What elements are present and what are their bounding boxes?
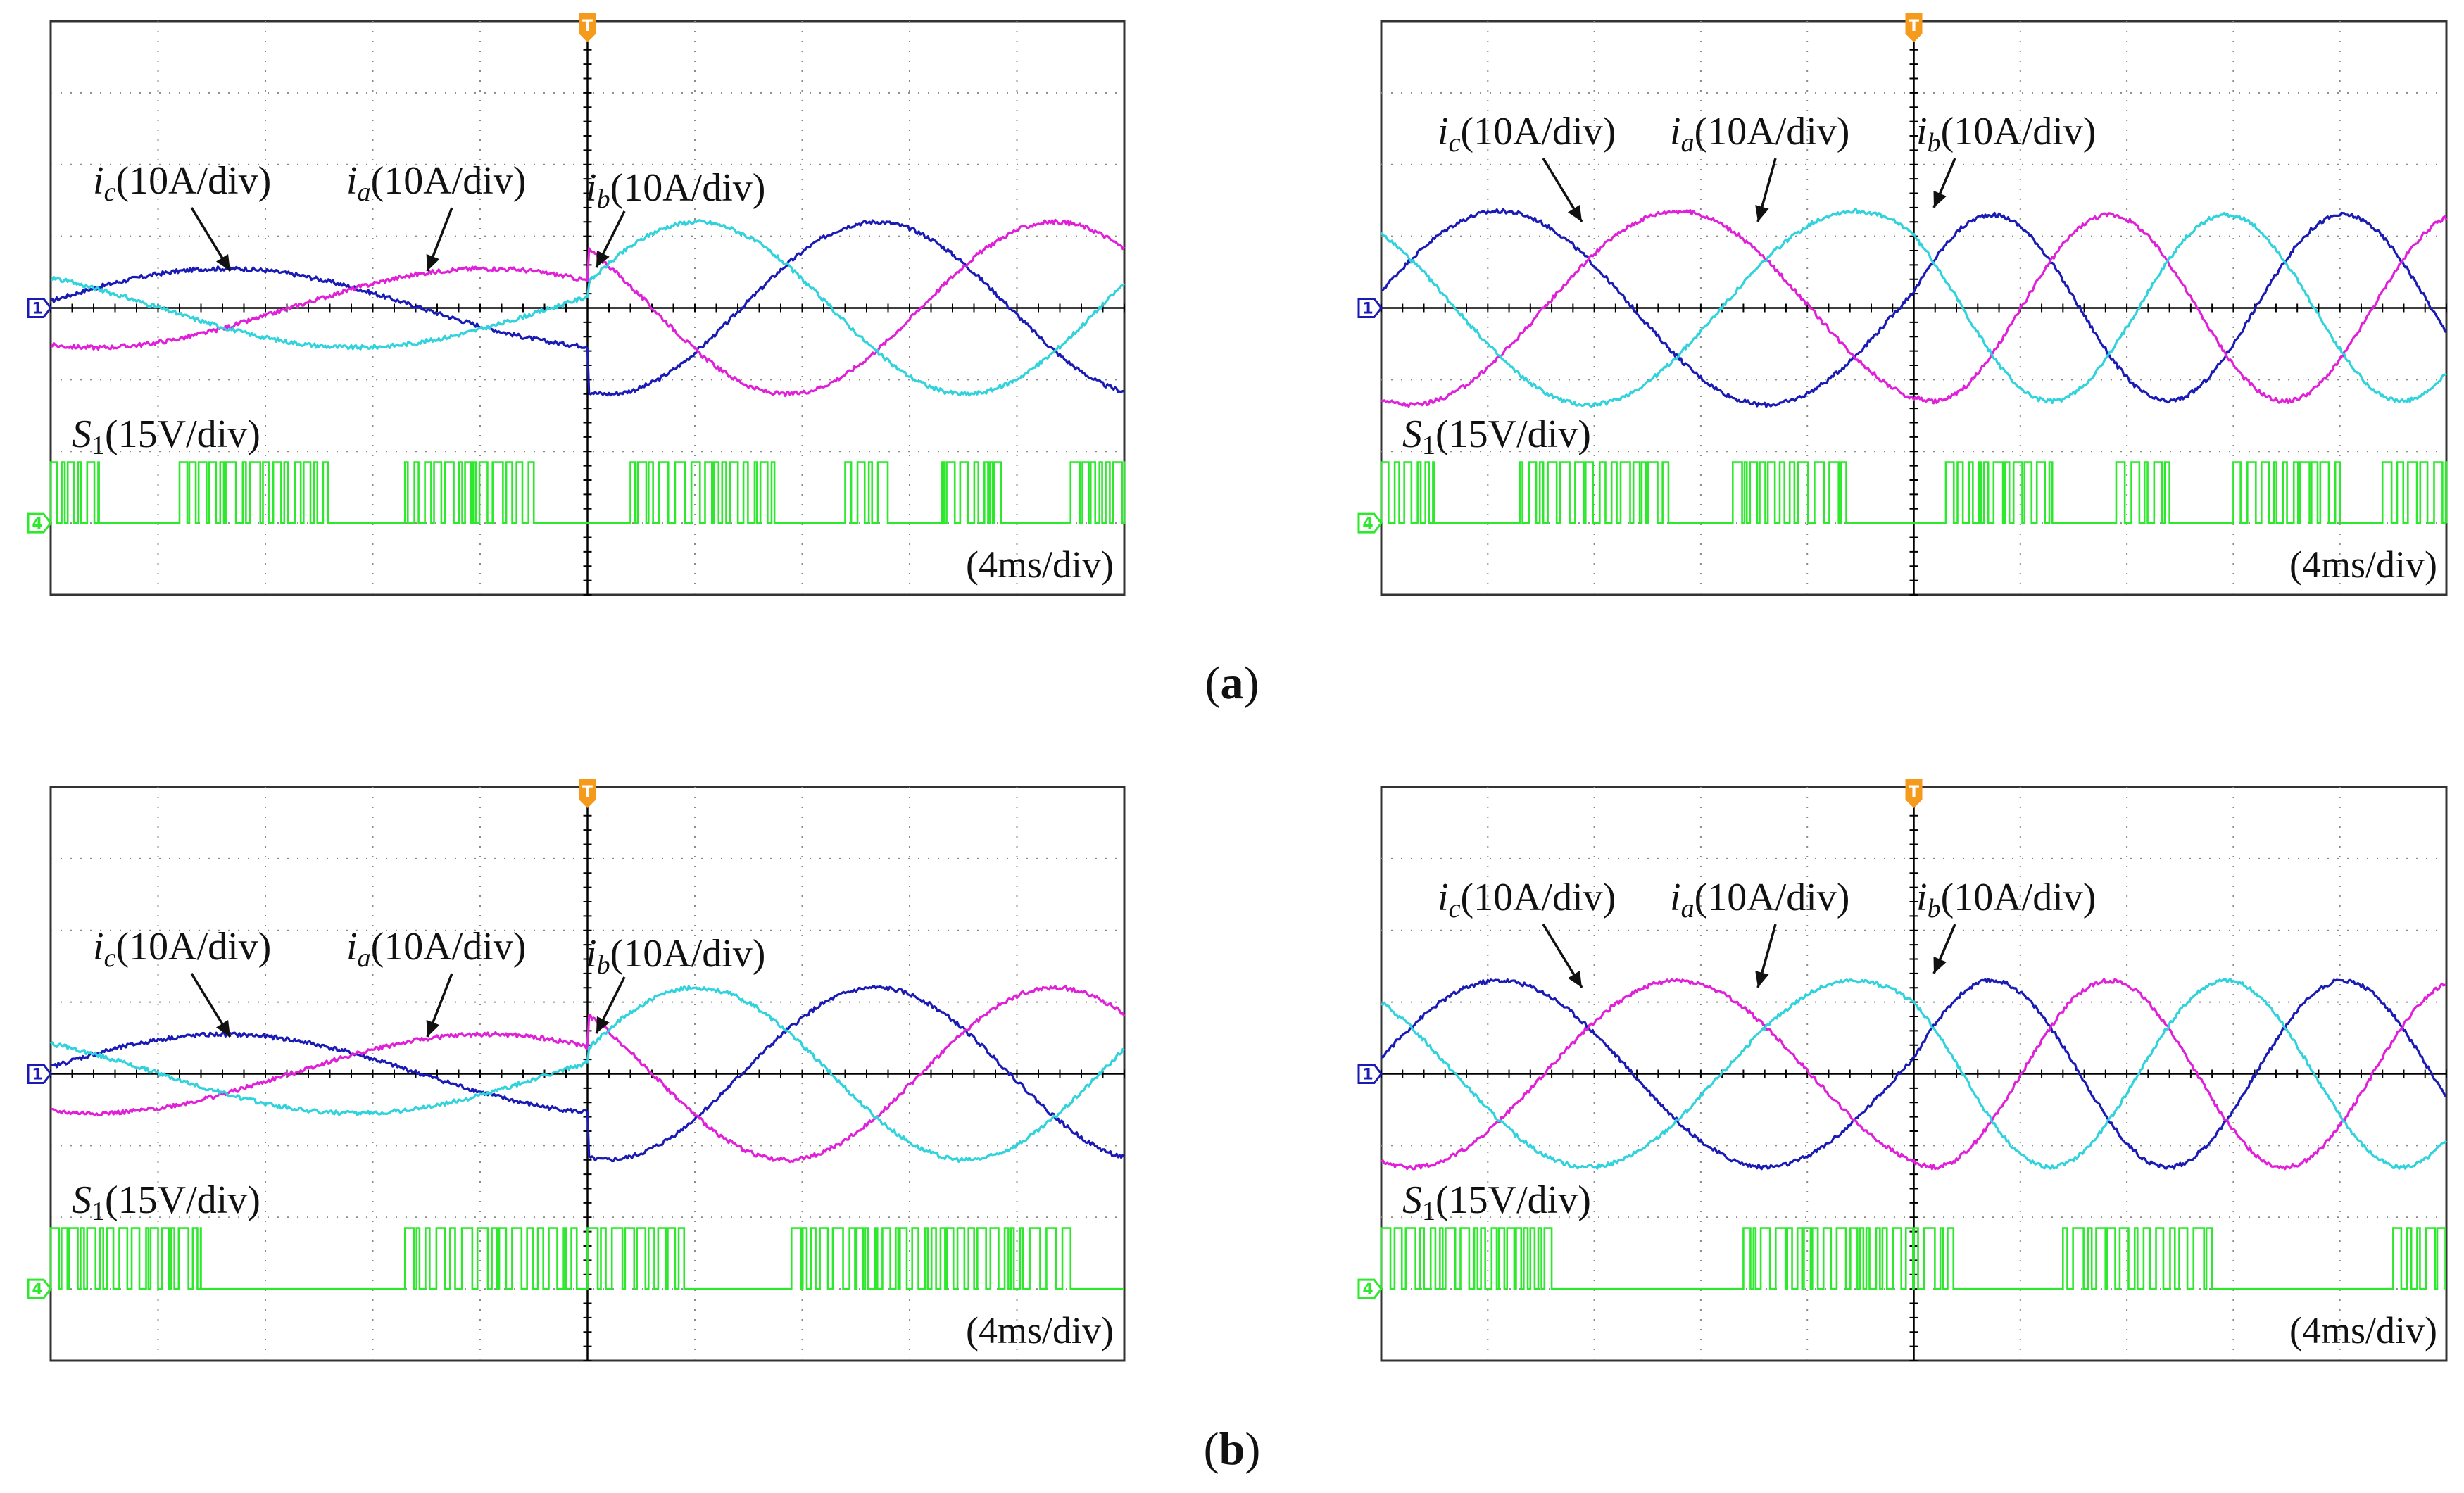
annotation-arrowhead (596, 1016, 610, 1033)
ch1-marker (1357, 1064, 1383, 1084)
waveform-ib (1381, 209, 2448, 408)
ch4-marker-label: 4 (1362, 1281, 1373, 1299)
waveform-ia (1380, 978, 2448, 1171)
ic-label: ic(10A/div) (1438, 876, 1616, 924)
ch4-marker-label: 4 (32, 1281, 42, 1299)
trigger-marker (1905, 13, 1923, 42)
waveform-ic (50, 219, 1126, 397)
scope-panel-a-right: T 1 4 ic(10A/div) ia(10A/div) ib(10A/div) S1(1… (1357, 13, 2448, 596)
annotation-arrowhead (1755, 205, 1769, 222)
ib-label: ib(10A/div) (1916, 876, 2096, 924)
waveform-s1-pwm (1380, 1227, 2446, 1290)
ch4-marker (27, 512, 52, 534)
trigger-marker-label: T (1909, 18, 1919, 35)
waveform-s1-pwm (1380, 461, 2448, 524)
annotation-arrowhead (426, 1019, 440, 1037)
ia-label: ia(10A/div) (1670, 110, 1849, 158)
waveform-s1-pwm (49, 461, 1126, 524)
s1-label: S1(15V/div) (1402, 412, 1591, 460)
annotation-arrowhead (215, 1020, 230, 1037)
panels-layer: T 1 4 ic(10A/div) ia(10A/div) ib(10A/div) S1(1… (27, 13, 2448, 1362)
trigger-marker (1905, 779, 1923, 808)
ic-label: ic(10A/div) (93, 925, 271, 973)
annotation-arrowhead (1755, 971, 1769, 988)
annotation-arrowhead (1567, 205, 1582, 222)
ia-label: ia(10A/div) (346, 925, 526, 973)
ic-label: ic(10A/div) (93, 159, 271, 207)
trigger-marker-label: T (1909, 783, 1919, 801)
ch1-marker-label: 1 (32, 301, 42, 318)
caption-a-letter: a (1221, 657, 1244, 709)
annotation-arrowhead (1933, 190, 1947, 208)
waveform-ic (1381, 978, 2448, 1170)
ic-label: ic(10A/div) (1438, 110, 1616, 158)
waveform-ic (49, 985, 1126, 1163)
time-scale-label: (4ms/div) (966, 1309, 1114, 1352)
ch1-marker (27, 1064, 52, 1084)
s1-label: S1(15V/div) (1402, 1178, 1591, 1226)
ib-label: ib(10A/div) (586, 166, 765, 214)
waveform-ia (1381, 208, 2447, 408)
annotation-arrowhead (1933, 956, 1947, 974)
trigger-marker-label: T (582, 783, 593, 801)
ch4-marker (1357, 1278, 1383, 1299)
caption-b: (b) (1204, 1423, 1261, 1475)
annotation-arrowhead (426, 253, 440, 271)
s1-label: S1(15V/div) (72, 412, 260, 460)
caption-a: (a) (1205, 657, 1259, 709)
ib-label: ib(10A/div) (1916, 110, 2096, 158)
ch4-marker (27, 1278, 52, 1299)
ch1-marker (1357, 298, 1383, 318)
waveform-ib (1381, 978, 2447, 1171)
scope-panel-b-right: T 1 4 ic(10A/div) ia(10A/div) ib(10A/div) S1(1… (1357, 779, 2448, 1362)
waveform-ib (50, 218, 1126, 398)
annotation-arrowhead (215, 254, 230, 271)
waveform-ib (50, 985, 1126, 1164)
trigger-marker (579, 13, 596, 42)
s1-label: S1(15V/div) (72, 1178, 260, 1226)
trigger-marker-label: T (582, 18, 593, 35)
ib-label: ib(10A/div) (586, 932, 765, 980)
scope-panel-b-left: T 1 4 ic(10A/div) ia(10A/div) ib(10A/div) S1(1… (27, 779, 1126, 1362)
time-scale-label: (4ms/div) (2289, 1309, 2437, 1352)
caption-b-letter: b (1219, 1423, 1245, 1475)
ia-label: ia(10A/div) (346, 159, 526, 207)
time-scale-label: (4ms/div) (2289, 543, 2437, 586)
ch4-marker-label: 4 (32, 515, 42, 533)
ch1-marker-label: 1 (32, 1066, 42, 1084)
annotation-arrowhead (1567, 971, 1582, 988)
scope-panel-a-left: T 1 4 ic(10A/div) ia(10A/div) ib(10A/div) S1(1… (27, 13, 1126, 596)
ch1-marker-label: 1 (1362, 301, 1373, 318)
ch4-marker (1357, 512, 1383, 534)
waveform-s1-pwm (49, 1227, 1124, 1290)
waveform-ic (1380, 208, 2447, 408)
trigger-marker (579, 779, 596, 808)
ch4-marker-label: 4 (1362, 515, 1373, 533)
ch1-marker-label: 1 (1362, 1066, 1373, 1084)
annotation-arrowhead (596, 250, 610, 267)
ch1-marker (27, 298, 52, 318)
ia-label: ia(10A/div) (1670, 876, 1849, 924)
time-scale-label: (4ms/div) (966, 543, 1114, 586)
